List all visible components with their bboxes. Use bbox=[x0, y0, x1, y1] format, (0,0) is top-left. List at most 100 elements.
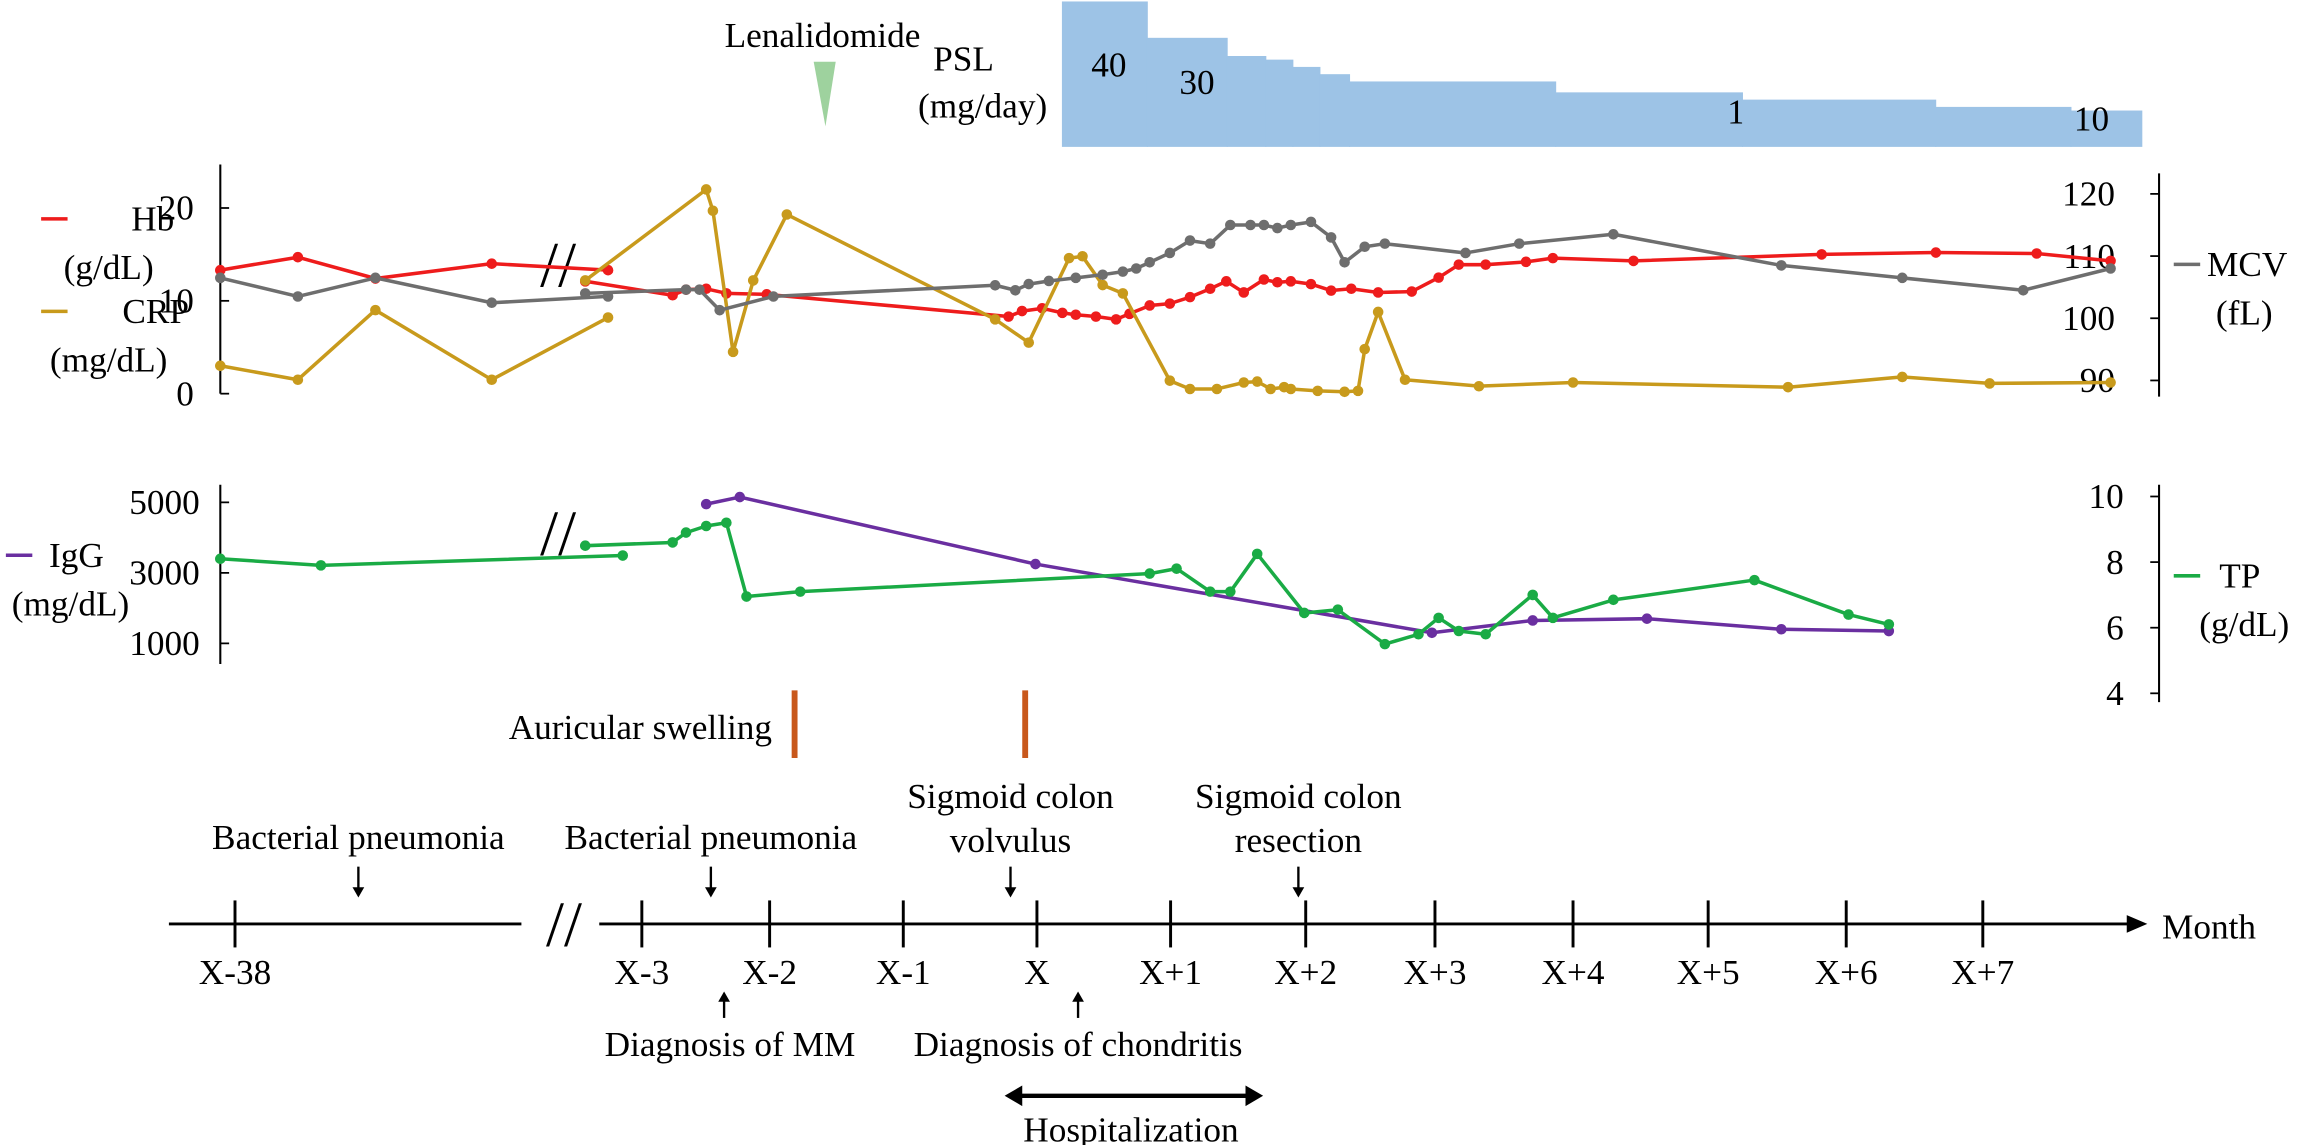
hb-point bbox=[1110, 314, 1122, 325]
crp-legend-unit: (mg/dL) bbox=[50, 341, 167, 380]
crp-point bbox=[370, 304, 381, 316]
bottom-right-tick-label: 4 bbox=[2106, 674, 2124, 713]
hb-point bbox=[1628, 255, 1639, 267]
psl-step-bar bbox=[1349, 81, 1557, 147]
igg-point bbox=[700, 498, 712, 510]
chart-labels: Hb (g/dL) CRP (mg/dL) MCV (fL) IgG (mg/dL) TP (g/… bbox=[5, 200, 2289, 758]
crp-point bbox=[1567, 377, 1579, 388]
crp-point bbox=[781, 209, 793, 220]
mcv-point bbox=[1513, 238, 1525, 249]
tp-point bbox=[1527, 589, 1539, 601]
hb-point bbox=[1285, 276, 1297, 287]
tp-point bbox=[1171, 563, 1182, 574]
event-arrowhead-down bbox=[705, 887, 717, 898]
mcv-line-post bbox=[585, 220, 2112, 312]
hb-point bbox=[1258, 274, 1270, 285]
psl-step-bar bbox=[1265, 59, 1294, 147]
crp-point bbox=[1211, 383, 1223, 395]
psl-step-bar bbox=[1292, 66, 1321, 147]
tp-point bbox=[1433, 612, 1444, 624]
hb-point bbox=[1345, 283, 1357, 295]
time-tick-label: X+1 bbox=[1139, 953, 1202, 992]
tp-point bbox=[1608, 594, 1619, 606]
hb-point bbox=[1305, 278, 1317, 290]
time-tick-label: X+2 bbox=[1274, 953, 1337, 992]
mcv-point bbox=[680, 284, 692, 295]
time-axis-label: Month bbox=[2162, 908, 2256, 947]
time-axis: // Month X-38 X-3 X-2 X-1 X X+1 X+2 X+3 X+4 X+5 X+6 X… bbox=[168, 777, 2256, 1145]
mcv-point bbox=[1325, 232, 1337, 243]
time-tick-label: X-38 bbox=[199, 953, 271, 992]
crp-point bbox=[1285, 383, 1297, 395]
hb-point bbox=[1144, 300, 1155, 311]
psl-step-bar bbox=[1319, 74, 1351, 147]
mcv-point bbox=[1776, 260, 1787, 271]
psl-step-bar bbox=[1061, 1, 1148, 147]
mcv-point bbox=[215, 272, 226, 284]
mcv-legend-unit: (fL) bbox=[2216, 294, 2273, 333]
mcv-point bbox=[1305, 216, 1317, 228]
hb-point bbox=[1930, 247, 1942, 258]
mcv-legend-name: MCV bbox=[2207, 245, 2288, 284]
tp-point bbox=[315, 560, 327, 571]
hb-point bbox=[1480, 259, 1491, 270]
psl-dose-label: 10 bbox=[2074, 100, 2109, 139]
psl-step-bar bbox=[1935, 106, 2072, 147]
tp-point bbox=[1883, 619, 1895, 630]
tp-point bbox=[1332, 604, 1344, 615]
tp-point bbox=[1144, 568, 1155, 579]
time-tick-label: X bbox=[1024, 953, 1049, 992]
igg-point bbox=[1030, 558, 1041, 570]
igg-legend-name: IgG bbox=[49, 536, 104, 575]
hb-point bbox=[1816, 249, 1827, 260]
mcv-point bbox=[1285, 219, 1297, 231]
mcv-point bbox=[989, 280, 1001, 291]
tp-point bbox=[1547, 612, 1559, 624]
crp-line-post bbox=[584, 187, 2111, 394]
bottom-right-tick-label: 10 bbox=[2089, 477, 2124, 516]
hb-legend-name: Hb bbox=[131, 200, 174, 239]
crp-point bbox=[1251, 376, 1263, 387]
top-left-tick-label: 10 bbox=[159, 282, 194, 321]
mcv-point bbox=[1379, 238, 1391, 249]
lenalidomide-marker bbox=[813, 61, 836, 127]
tp-point bbox=[1453, 625, 1465, 637]
crp-point bbox=[727, 346, 739, 358]
hb-point bbox=[1406, 286, 1418, 297]
crp-point bbox=[1399, 374, 1411, 386]
crp-point bbox=[700, 184, 712, 195]
time-tick-label: X+5 bbox=[1677, 953, 1740, 992]
crp-point bbox=[215, 360, 226, 372]
hb-point bbox=[1221, 276, 1232, 287]
mcv-point bbox=[370, 272, 381, 284]
tp-point bbox=[1843, 609, 1854, 620]
bottom-left-tick-label: 1000 bbox=[129, 624, 199, 663]
auricular-swelling-label: Auricular swelling bbox=[509, 708, 772, 747]
tp-line-post bbox=[585, 521, 1890, 646]
bottom-left-tick-label: 5000 bbox=[129, 483, 199, 522]
mcv-point bbox=[1144, 257, 1155, 268]
crp-point bbox=[2105, 377, 2116, 388]
hb-point bbox=[1272, 276, 1283, 288]
mcv-point bbox=[1245, 219, 1256, 231]
hb-point bbox=[1520, 256, 1532, 268]
time-tick-label: X+6 bbox=[1815, 953, 1878, 992]
crp-point bbox=[1238, 377, 1250, 388]
crp-point bbox=[1359, 343, 1371, 355]
crp-point bbox=[1352, 385, 1364, 397]
mcv-point bbox=[1460, 247, 1471, 259]
hb-point bbox=[2105, 255, 2116, 267]
hb-point bbox=[1003, 311, 1014, 322]
top-axis-break: // bbox=[540, 228, 576, 300]
hospitalization-label: Hospitalization bbox=[1023, 1110, 1239, 1145]
igg-line-post bbox=[705, 495, 1889, 635]
hb-legend-unit: (g/dL) bbox=[64, 248, 154, 287]
tp-point bbox=[1251, 548, 1263, 560]
hospitalization-arrowhead-right bbox=[1245, 1085, 1264, 1107]
hb-point bbox=[1372, 287, 1384, 298]
psl-step-bar bbox=[1146, 37, 1228, 147]
hb-point bbox=[1090, 311, 1102, 322]
bottom-left-tick-label: 3000 bbox=[129, 554, 199, 593]
tp-point bbox=[579, 540, 591, 551]
